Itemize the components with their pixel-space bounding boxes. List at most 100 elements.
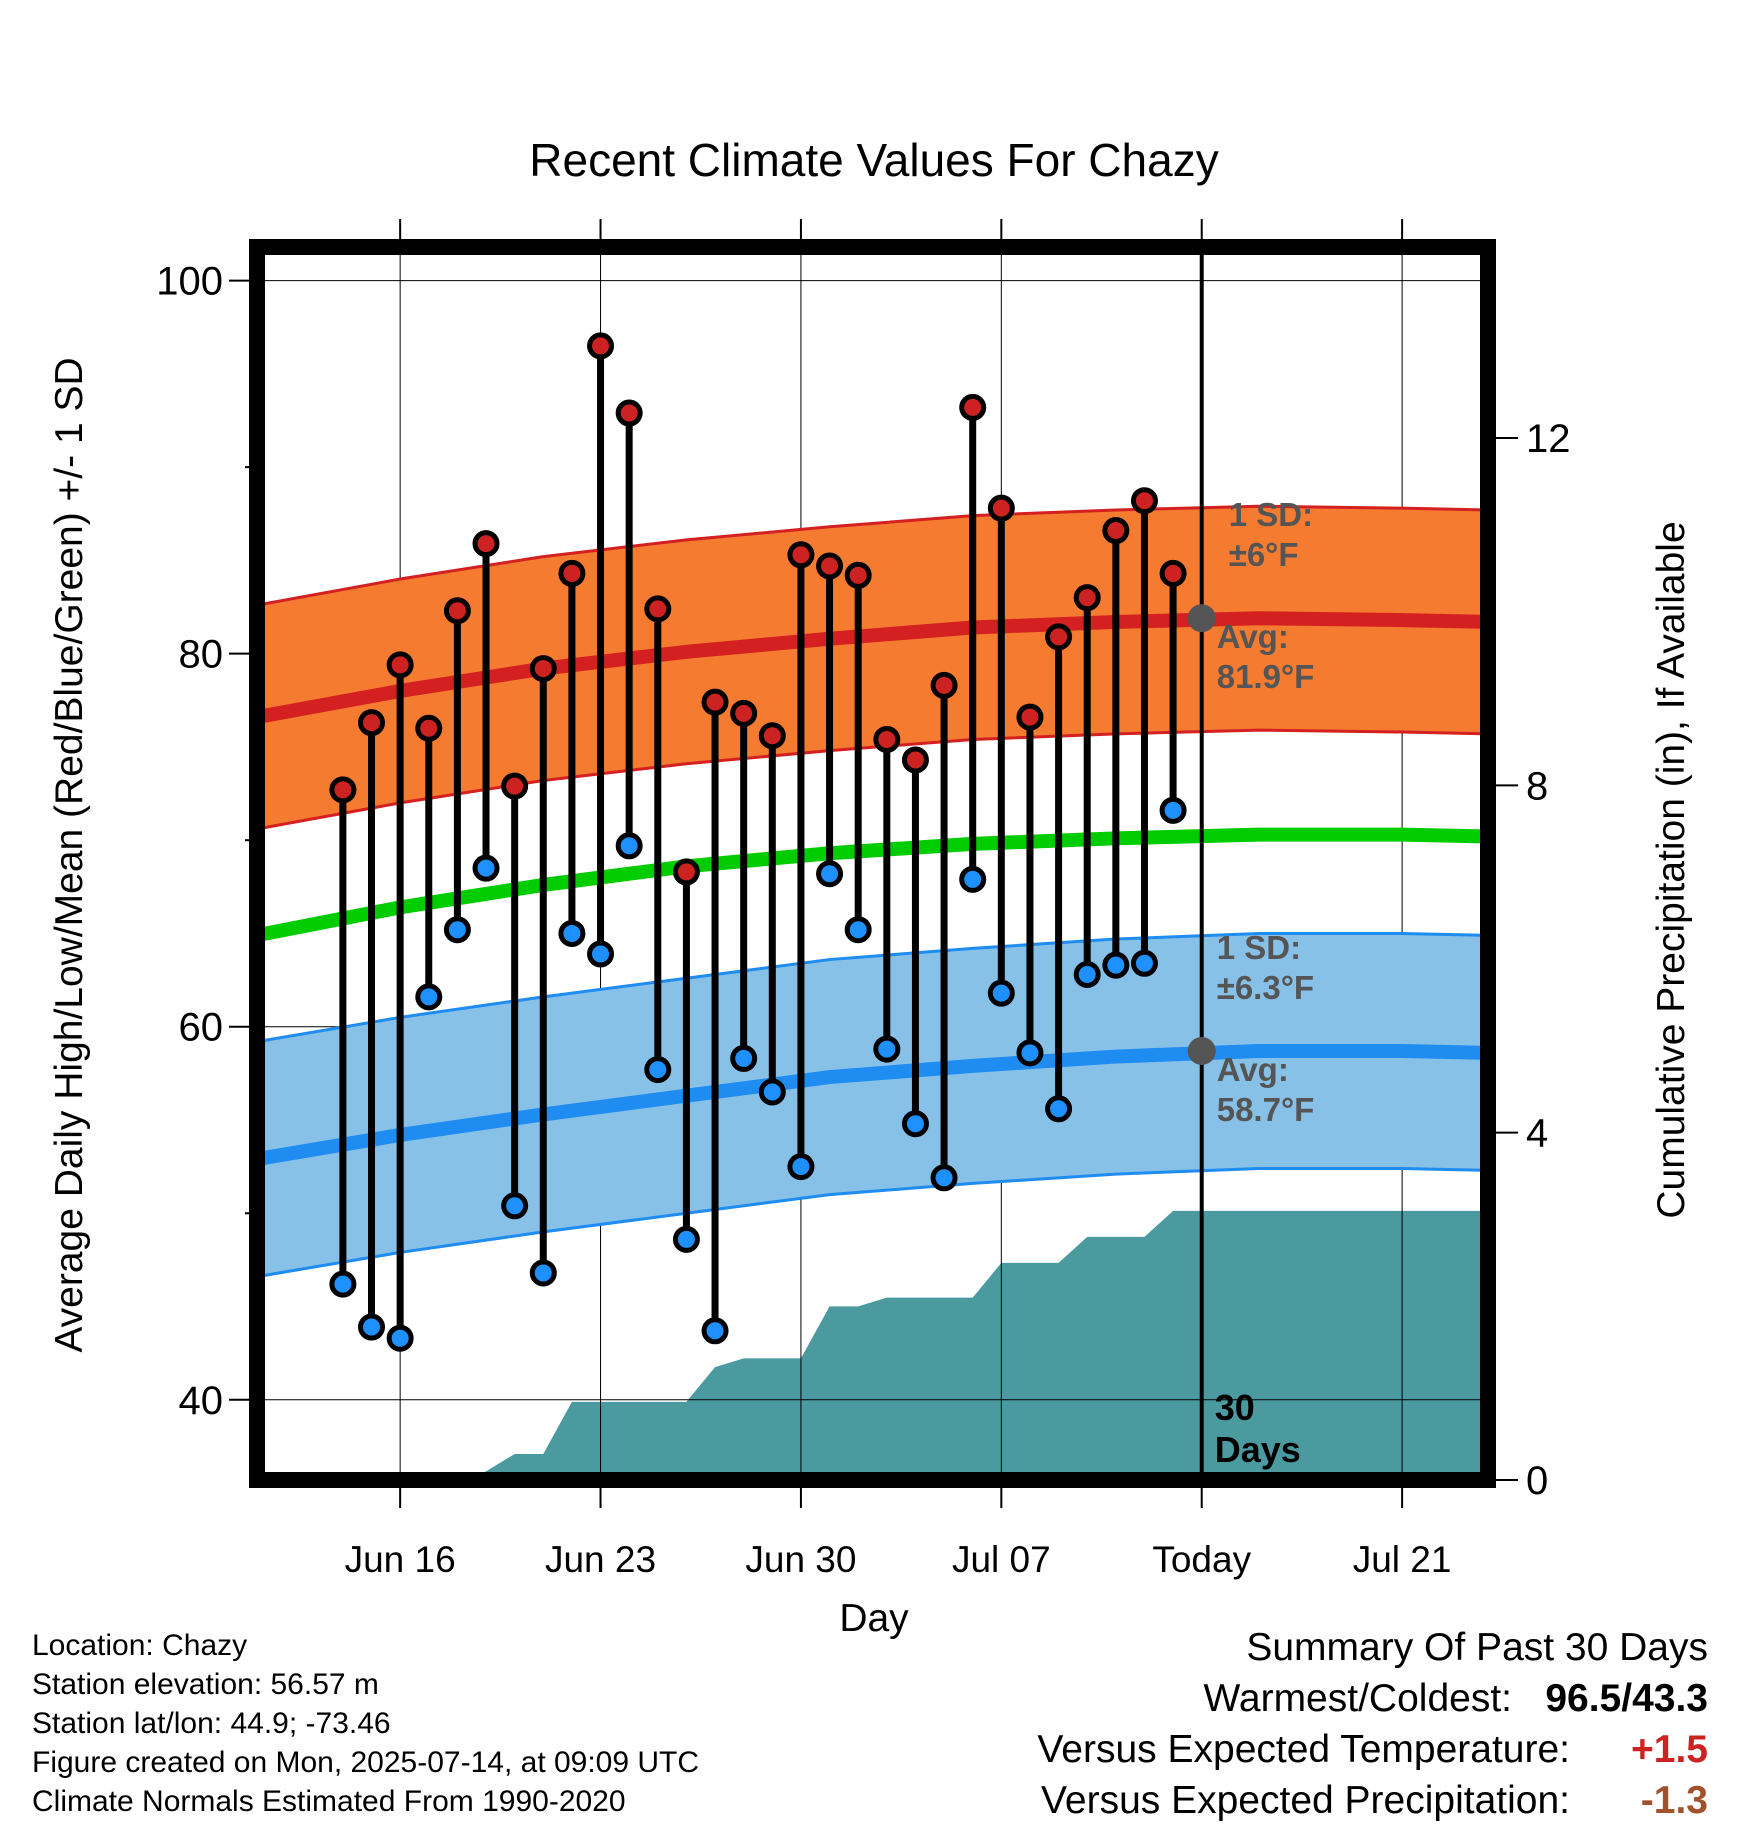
high-point: [558, 559, 586, 587]
y-axis-label: Average Daily High/Low/Mean (Red/Blue/Gr…: [48, 357, 91, 1352]
mean-avg-line: [257, 827, 1488, 943]
low-point: [358, 1313, 386, 1341]
low-point: [1102, 951, 1130, 979]
low-point: [587, 940, 615, 968]
high-point: [415, 714, 443, 742]
precip-label: Versus Expected Precipitation:: [1041, 1779, 1570, 1822]
plot-data-group: [257, 247, 1488, 1480]
high-point: [787, 541, 815, 569]
high-point: [987, 494, 1015, 522]
window-label-number: 30: [1215, 1387, 1255, 1428]
x-tick-label: Jul 07: [952, 1539, 1051, 1580]
low-point: [501, 1192, 529, 1220]
x-axis-label: Day: [839, 1597, 909, 1640]
y-tick-label: 100: [156, 260, 223, 304]
y-tick-label: 80: [179, 633, 224, 677]
high-point: [959, 393, 987, 421]
y-tick-label: 60: [179, 1006, 224, 1050]
low-point: [1045, 1095, 1073, 1123]
low-point: [987, 979, 1015, 1007]
y-tick-label: 40: [179, 1379, 224, 1423]
high-point: [644, 595, 672, 623]
latlon-text: Station lat/lon: 44.9; -73.46: [32, 1707, 391, 1740]
low-point: [644, 1056, 672, 1084]
low-sd-band: [257, 931, 1488, 1279]
x-tick-label: Jun 30: [745, 1539, 856, 1580]
high-avg-value: 81.9°F: [1217, 658, 1315, 695]
low-point: [615, 832, 643, 860]
high-point: [529, 655, 557, 683]
high-point: [901, 746, 929, 774]
low-point: [730, 1044, 758, 1072]
elevation-text: Station elevation: 56.57 m: [32, 1668, 379, 1701]
low-avg-label: Avg:: [1217, 1051, 1289, 1088]
today-high-avg-marker: [1187, 604, 1216, 633]
warm-cold-value: 96.5/43.3: [1545, 1677, 1708, 1720]
high-sd-label: 1 SD:: [1229, 496, 1313, 533]
y2-axis-label: Cumulative Precipitation (in), If Availa…: [1650, 521, 1693, 1218]
low-point: [758, 1078, 786, 1106]
high-avg-label: Avg:: [1217, 618, 1289, 655]
high-point: [587, 332, 615, 360]
high-point: [386, 651, 414, 679]
low-point: [672, 1225, 700, 1253]
low-avg-line: [257, 1043, 1488, 1167]
high-point: [758, 722, 786, 750]
low-point: [1130, 949, 1158, 977]
created-text: Figure created on Mon, 2025-07-14, at 09…: [32, 1746, 700, 1779]
low-point: [873, 1035, 901, 1063]
precip-value: -1.3: [1640, 1779, 1708, 1822]
low-point: [443, 916, 471, 944]
station-info: Location: Chazy Station elevation: 56.57…: [32, 1626, 699, 1821]
x-tick-label: Jul 21: [1353, 1539, 1452, 1580]
low-point: [701, 1317, 729, 1345]
low-point: [1016, 1039, 1044, 1067]
high-point: [443, 597, 471, 625]
high-point: [1045, 623, 1073, 651]
low-point: [844, 916, 872, 944]
high-point: [358, 709, 386, 737]
high-point: [844, 561, 872, 589]
summary-warm-cold: Warmest/Coldest: 96.5/43.3: [1037, 1673, 1708, 1724]
summary-precip: Versus Expected Precipitation: -1.3: [1037, 1775, 1708, 1826]
high-point: [672, 858, 700, 886]
high-point: [1130, 487, 1158, 515]
low-point: [1159, 796, 1187, 824]
high-point: [1159, 559, 1187, 587]
low-point: [472, 854, 500, 882]
low-point: [787, 1153, 815, 1181]
plot-frame: [249, 239, 1496, 1488]
low-point: [386, 1324, 414, 1352]
today-low-avg-marker: [1187, 1036, 1216, 1065]
chart-title: Recent Climate Values For Chazy: [529, 134, 1218, 186]
high-avg-line: [257, 611, 1488, 724]
window-label-text: Days: [1215, 1429, 1301, 1470]
high-point: [701, 688, 729, 716]
high-point: [1102, 517, 1130, 545]
high-point: [930, 671, 958, 699]
summary-heading: Summary Of Past 30 Days: [1246, 1626, 1708, 1669]
high-point: [501, 772, 529, 800]
y2-tick-label: 12: [1526, 417, 1571, 461]
location-text: Location: Chazy: [32, 1629, 248, 1662]
high-sd-value: ±6°F: [1229, 536, 1299, 573]
normals-text: Climate Normals Estimated From 1990-2020: [32, 1785, 626, 1818]
low-point: [816, 860, 844, 888]
precip-area: [257, 1210, 1488, 1480]
high-point: [615, 399, 643, 427]
high-sd-band: [257, 504, 1488, 831]
low-point: [558, 919, 586, 947]
low-sd-value: ±6.3°F: [1217, 969, 1314, 1006]
x-tick-label: Today: [1152, 1539, 1251, 1580]
high-point: [472, 530, 500, 558]
warm-cold-label: Warmest/Coldest:: [1203, 1677, 1512, 1720]
low-point: [959, 865, 987, 893]
temp-label: Versus Expected Temperature:: [1037, 1728, 1570, 1771]
high-point: [730, 699, 758, 727]
low-point: [329, 1270, 357, 1298]
y2-tick-label: 8: [1526, 764, 1548, 808]
high-point: [873, 725, 901, 753]
low-point: [1073, 960, 1101, 988]
